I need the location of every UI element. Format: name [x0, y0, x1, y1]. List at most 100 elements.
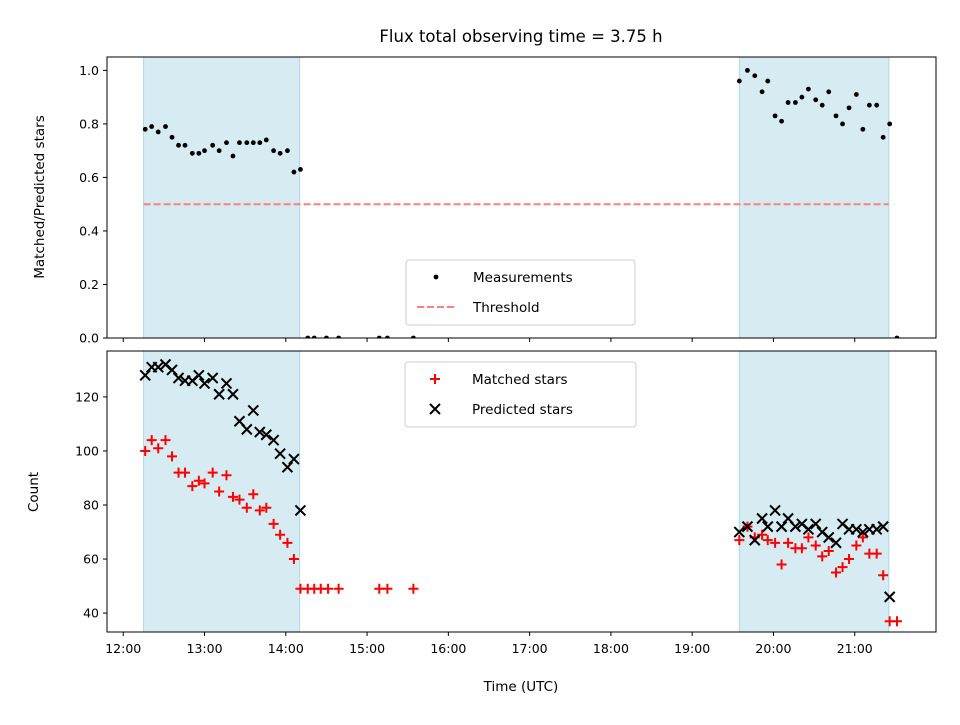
data-layer — [139, 358, 902, 627]
y-tick-label: 40 — [83, 606, 99, 621]
measurement-point — [224, 140, 229, 146]
legend-label: Threshold — [472, 300, 540, 316]
predicted-star-marker — [172, 372, 185, 384]
matched-star-marker — [891, 616, 902, 627]
matched-star-marker — [254, 505, 265, 516]
legend: Measurements Threshold — [405, 259, 636, 326]
matched-star-marker — [408, 583, 419, 594]
x-tick-label: 15:00 — [349, 641, 385, 656]
measurement-point — [745, 67, 750, 73]
legend-label: Measurements — [473, 270, 573, 286]
predicted-star-marker — [247, 404, 260, 417]
matched-star-marker — [382, 583, 393, 594]
matched-star-marker — [783, 537, 794, 548]
measurement-point — [142, 126, 148, 132]
top-y-axis-label: Matched/Predicted stars — [32, 115, 48, 278]
legend-label: Matched stars — [472, 372, 568, 388]
matched-star-marker — [221, 470, 232, 481]
predicted-star-marker — [267, 434, 280, 446]
y-tick-label: 1.0 — [79, 63, 99, 78]
legend-marker-measurement — [433, 274, 439, 280]
x-tick-label: 21:00 — [837, 641, 873, 656]
y-tick-label: 80 — [83, 498, 99, 513]
matched-star-marker — [146, 435, 157, 446]
predicted-star-marker — [741, 520, 754, 533]
matched-star-marker — [193, 475, 204, 486]
matched-star-marker — [227, 491, 238, 502]
measurement-point — [779, 118, 784, 124]
matched-star-marker — [140, 445, 151, 456]
legend-box — [404, 361, 637, 428]
y-tick-label: 0.6 — [79, 170, 99, 185]
measurement-point — [846, 105, 852, 111]
bottom-y-axis-label: Count — [26, 472, 42, 512]
axes-frame — [106, 350, 937, 633]
predicted-star-marker — [254, 426, 266, 438]
predicted-star-marker — [288, 453, 300, 465]
legend-marker-matched — [430, 374, 440, 384]
measurement-point — [263, 137, 269, 143]
matched-star-marker — [770, 537, 781, 548]
matched-star-marker — [207, 467, 218, 478]
matched-star-marker — [757, 529, 768, 540]
matched-star-marker — [268, 518, 279, 529]
measurement-point — [257, 140, 263, 146]
count-panel: 40 60 80 100 120 12:00 13:00 14:00 15:00 16:00 17:… — [75, 350, 937, 656]
predicted-star-marker — [294, 504, 307, 517]
predicted-star-marker — [281, 461, 294, 473]
predicted-star-marker — [749, 534, 761, 546]
measurement-point — [866, 102, 872, 108]
matched-star-marker — [762, 535, 773, 546]
measurement-point — [860, 126, 866, 132]
matched-star-marker — [844, 554, 855, 565]
predicted-star-marker — [810, 518, 822, 530]
matched-star-marker — [871, 548, 882, 559]
measurement-point — [298, 167, 303, 172]
predicted-star-marker — [166, 364, 178, 376]
y-tick-label: 120 — [75, 389, 99, 404]
predicted-star-marker — [139, 369, 151, 382]
measurement-point — [324, 335, 329, 338]
measurement-point — [894, 335, 900, 338]
measurement-point — [230, 153, 236, 159]
matched-star-marker — [275, 529, 286, 540]
matched-star-marker — [333, 583, 344, 594]
matched-star-marker — [734, 535, 745, 546]
matched-star-marker — [234, 494, 245, 505]
matched-star-marker — [837, 562, 848, 573]
predicted-star-marker — [775, 520, 788, 533]
legend-box — [405, 259, 636, 326]
matched-star-marker — [199, 478, 210, 489]
ratio-panel: 0.0 0.2 0.4 0.6 0.8 1.0 Measurements Threshold — [79, 56, 937, 346]
measurement-point — [169, 134, 175, 140]
matched-star-marker — [282, 537, 293, 548]
predicted-star-marker — [850, 523, 863, 536]
predicted-star-marker — [823, 531, 835, 544]
measurement-point — [196, 150, 202, 156]
measurement-point — [840, 121, 845, 127]
y-tick-label: 0.8 — [79, 116, 99, 131]
measurement-point — [853, 92, 859, 97]
matched-star-marker — [803, 532, 814, 543]
matched-star-marker — [823, 545, 834, 556]
matched-star-marker — [167, 451, 178, 462]
y-tick-label: 0.0 — [79, 331, 99, 346]
matched-star-marker — [180, 467, 191, 478]
predicted-star-marker — [870, 523, 883, 536]
predicted-star-marker — [152, 361, 164, 373]
measurement-point — [305, 335, 311, 338]
predicted-star-marker — [830, 537, 842, 549]
measurement-point — [874, 102, 880, 108]
predicted-star-marker — [274, 447, 286, 460]
matched-star-marker — [817, 551, 828, 562]
measurement-point — [805, 86, 811, 92]
measurement-point — [411, 335, 416, 338]
predicted-star-marker — [762, 520, 774, 533]
matched-star-marker — [153, 443, 164, 454]
measurement-point — [237, 140, 242, 146]
predicted-star-marker — [883, 591, 896, 603]
matched-star-marker — [776, 559, 787, 570]
matched-star-marker — [831, 567, 842, 578]
